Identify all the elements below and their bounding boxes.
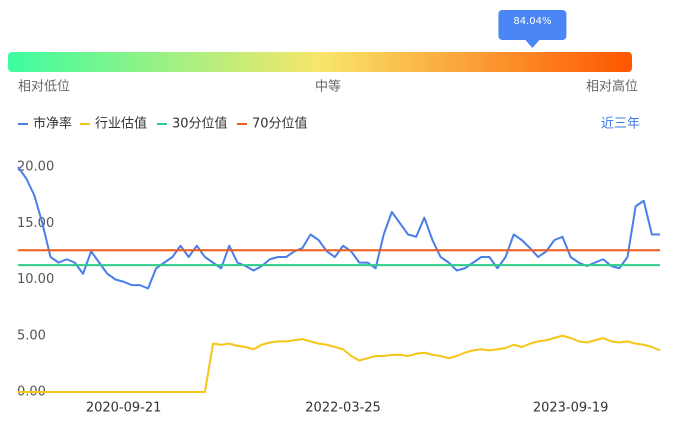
range-option[interactable]: 近三年 bbox=[601, 117, 640, 132]
x-tick-label: 2020-09-21 bbox=[86, 401, 162, 416]
legend-label: 70分位值 bbox=[252, 116, 308, 132]
tooltip-label: 84.04% bbox=[513, 16, 551, 27]
x-tick-label: 2022-03-25 bbox=[305, 401, 381, 416]
series-line bbox=[18, 334, 661, 393]
y-tick-label: 5.00 bbox=[17, 328, 46, 343]
scale-label: 相对低位 bbox=[18, 80, 70, 95]
series-line bbox=[17, 166, 660, 290]
legend-label: 行业估值 bbox=[95, 116, 147, 132]
percentile-bar bbox=[8, 52, 632, 72]
scale-label: 相对高位 bbox=[586, 79, 638, 95]
y-tick-label: 20.00 bbox=[17, 160, 54, 175]
legend-label: 市净率 bbox=[33, 116, 72, 132]
y-tick-label: 15.00 bbox=[17, 216, 54, 231]
percentile-tooltip bbox=[498, 10, 567, 48]
scale-label: 中等 bbox=[315, 79, 341, 95]
x-tick-label: 2023-09-19 bbox=[533, 401, 609, 416]
y-tick-label: 10.00 bbox=[17, 272, 54, 287]
tooltip-box bbox=[498, 10, 567, 48]
legend-label: 30分位值 bbox=[172, 116, 228, 132]
